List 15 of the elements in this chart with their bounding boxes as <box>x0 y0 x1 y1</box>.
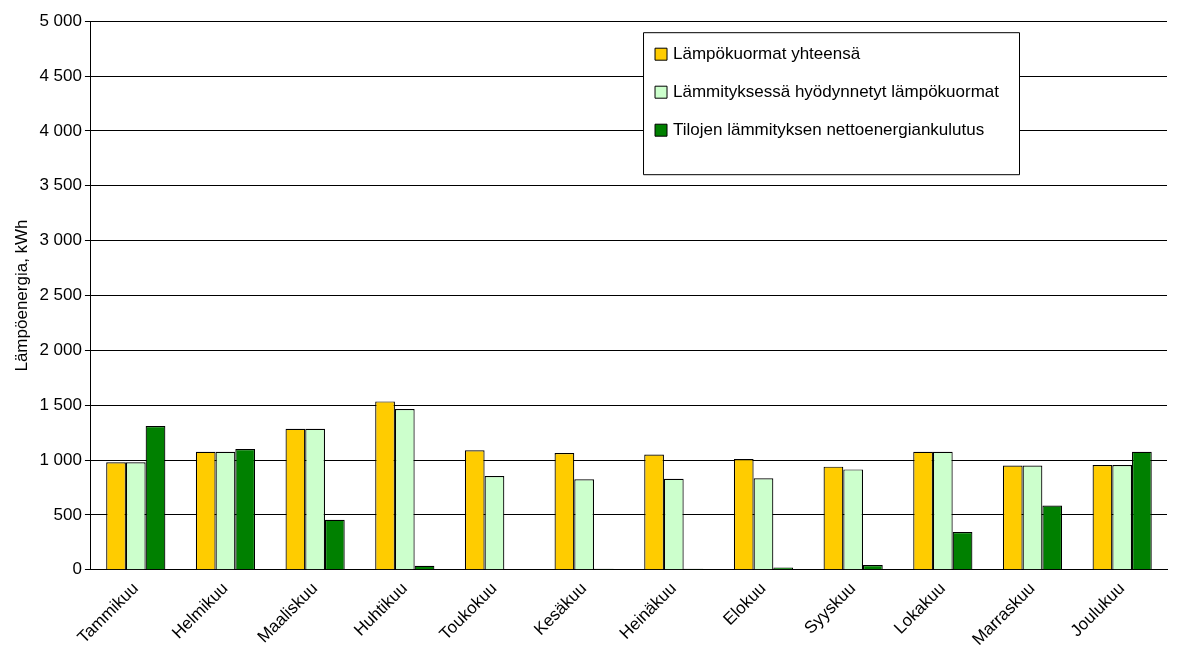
y-tick-label: 1 000 <box>39 449 82 469</box>
legend-label: Tilojen lämmityksen nettoenergiankulutus <box>673 119 985 139</box>
y-tick-label: 4 000 <box>39 120 82 140</box>
y-tick-label: 500 <box>53 504 82 524</box>
y-tick-label: 5 000 <box>39 10 82 30</box>
y-tick-label: 4 500 <box>39 65 82 85</box>
y-tick-label: 0 <box>72 559 82 579</box>
y-tick-label: 2 000 <box>39 340 82 360</box>
y-axis-title: Lämpöenergia, kWh <box>11 219 31 372</box>
legend-label: Lämmityksessä hyödynnetyt lämpökuormat <box>673 81 1000 101</box>
y-tick-label: 2 500 <box>39 285 82 305</box>
y-tick-label: 1 500 <box>39 394 82 414</box>
legend-label: Lämpökuormat yhteensä <box>673 43 861 63</box>
y-tick-label: 3 500 <box>39 175 82 195</box>
y-tick-label: 3 000 <box>39 230 82 250</box>
